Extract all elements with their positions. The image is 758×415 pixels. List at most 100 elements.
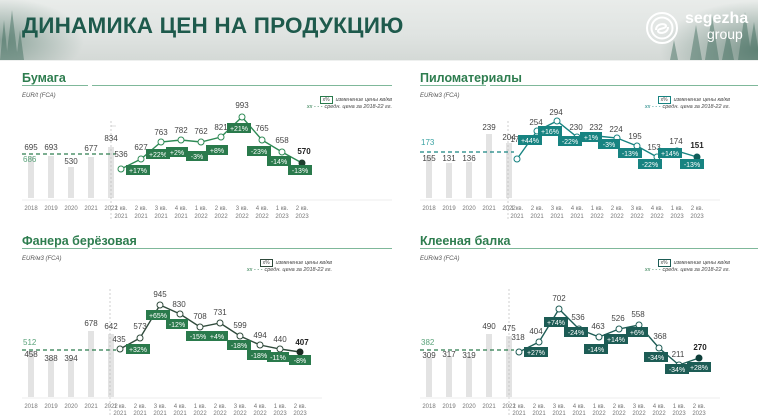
legend-change-box: x% (319, 96, 333, 104)
quarter-points (117, 113, 306, 173)
svg-text:2 кв.: 2 кв. (533, 404, 546, 410)
svg-text:526: 526 (611, 314, 625, 323)
svg-text:2021: 2021 (550, 214, 564, 220)
change-badges: +32% +65% -12% -15% +4% -18% -18% -11% -… (126, 310, 311, 365)
svg-text:2021: 2021 (570, 214, 584, 220)
svg-text:2022: 2022 (592, 411, 606, 415)
svg-text:-13%: -13% (684, 162, 700, 169)
svg-text:2022: 2022 (630, 214, 644, 220)
svg-text:+21%: +21% (230, 126, 248, 133)
divider (420, 248, 486, 249)
svg-text:2021: 2021 (530, 214, 544, 220)
svg-text:2021: 2021 (113, 411, 127, 415)
svg-text:+65%: +65% (149, 313, 167, 320)
svg-text:2022: 2022 (213, 411, 227, 415)
annual-bars (426, 334, 512, 397)
svg-text:2021: 2021 (84, 404, 98, 410)
svg-text:782: 782 (174, 126, 188, 135)
svg-text:2022: 2022 (502, 404, 516, 410)
svg-text:309: 309 (422, 351, 436, 360)
svg-text:2022: 2022 (502, 206, 516, 212)
svg-text:153: 153 (647, 143, 661, 152)
chart-panel-paper: Бумага EUR/t (FCA) x% изменение цены кв/к… (22, 71, 392, 241)
svg-text:1 кв.: 1 кв. (115, 206, 128, 212)
svg-text:2021: 2021 (572, 411, 586, 415)
logo-text: segezha (685, 10, 749, 27)
svg-text:2022: 2022 (104, 404, 118, 410)
svg-text:2 кв.: 2 кв. (214, 404, 227, 410)
svg-text:+32%: +32% (129, 347, 147, 354)
svg-text:658: 658 (275, 136, 289, 145)
chart-legend: x% изменение цены кв/кв xx - - - средн. це… (645, 259, 730, 273)
svg-text:4 кв.: 4 кв. (651, 206, 664, 212)
svg-text:2 кв.: 2 кв. (215, 206, 228, 212)
svg-text:2022: 2022 (632, 411, 646, 415)
quarter-value-labels: 176 254 294 230 232 224 195 153 174 151 (510, 108, 704, 152)
svg-text:2023: 2023 (672, 411, 686, 415)
svg-text:2022: 2022 (650, 214, 664, 220)
chart-title: Фанера берёзовая (22, 234, 137, 248)
quarter-axis-labels: 1 кв.2021 2 кв.2021 3 кв.2021 4 кв.2021 … (512, 404, 706, 415)
chart-panel-lumber: Пиломатериалы EUR/м3 (FCA) x% изменение ц… (420, 71, 758, 241)
annual-value-labels: 155 131 136 239 204 (422, 123, 516, 163)
svg-text:1 кв.: 1 кв. (195, 206, 208, 212)
svg-text:151: 151 (690, 141, 704, 150)
svg-text:+22%: +22% (149, 152, 167, 159)
svg-text:2 кв.: 2 кв. (134, 404, 147, 410)
legend-avg-marker: xx - - - (246, 267, 263, 273)
page-title: ДИНАМИКА ЦЕН НА ПРОДУКЦИЮ (22, 13, 404, 38)
svg-text:239: 239 (482, 123, 496, 132)
svg-text:388: 388 (44, 354, 58, 363)
svg-text:2021: 2021 (512, 411, 526, 415)
chart-legend: x% изменение цены кв/кв xx - - - средн. це… (247, 259, 332, 273)
svg-text:558: 558 (631, 310, 645, 319)
legend-change-box: x% (657, 259, 671, 267)
svg-text:3 кв.: 3 кв. (551, 206, 564, 212)
chart-panel-plywood: Фанера берёзовая EUR/м3 (FCA) x% изменени… (22, 234, 392, 415)
svg-text:-24%: -24% (568, 330, 584, 337)
svg-text:762: 762 (194, 127, 208, 136)
average-label: 382 (421, 338, 435, 347)
svg-text:-13%: -13% (292, 168, 308, 175)
legend-change-label: изменение цены кв/кв (673, 260, 730, 266)
svg-text:+14%: +14% (661, 151, 679, 158)
legend-avg-label: средн. цена за 2018-22 гг. (662, 104, 731, 110)
forest-background (0, 10, 758, 60)
svg-text:2021: 2021 (114, 214, 128, 220)
svg-text:677: 677 (84, 144, 98, 153)
svg-text:2022: 2022 (193, 411, 207, 415)
divider (92, 248, 392, 249)
svg-text:+74%: +74% (547, 320, 565, 327)
svg-text:1 кв.: 1 кв. (274, 404, 287, 410)
svg-text:2022: 2022 (214, 214, 228, 220)
svg-text:2021: 2021 (153, 411, 167, 415)
svg-text:494: 494 (253, 331, 267, 340)
svg-text:2 кв.: 2 кв. (691, 206, 704, 212)
svg-text:463: 463 (591, 322, 605, 331)
svg-text:834: 834 (104, 134, 118, 143)
svg-text:627: 627 (134, 143, 148, 152)
svg-text:407: 407 (295, 338, 309, 347)
unit-label: EUR/t (FCA) (22, 93, 56, 99)
segezha-spiral-icon (646, 12, 678, 44)
legend-change-label: изменение цены кв/кв (275, 260, 332, 266)
svg-text:536: 536 (114, 150, 128, 159)
svg-text:2022: 2022 (253, 411, 267, 415)
svg-text:155: 155 (422, 154, 436, 163)
svg-text:435: 435 (112, 335, 126, 344)
svg-text:4 кв.: 4 кв. (653, 404, 666, 410)
divider (22, 85, 88, 86)
annual-bars (28, 331, 114, 397)
svg-text:530: 530 (64, 157, 78, 166)
svg-text:2021: 2021 (482, 404, 496, 410)
svg-text:2021: 2021 (510, 214, 524, 220)
header-banner: ДИНАМИКА ЦЕН НА ПРОДУКЦИЮ segezha group (0, 0, 758, 61)
svg-text:2023: 2023 (293, 411, 307, 415)
svg-text:4 кв.: 4 кв. (573, 404, 586, 410)
svg-text:708: 708 (193, 312, 207, 321)
svg-text:2021: 2021 (133, 411, 147, 415)
divider (490, 85, 758, 86)
svg-text:317: 317 (442, 350, 456, 359)
svg-text:+16%: +16% (541, 129, 559, 136)
